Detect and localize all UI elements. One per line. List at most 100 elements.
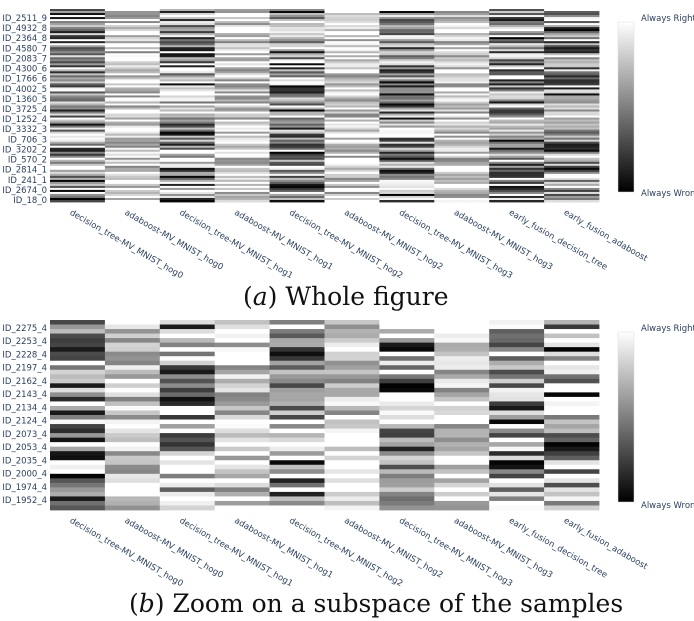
heatmap-cell [324, 53, 380, 56]
heatmap-cell [324, 91, 380, 94]
heatmap-cell [50, 41, 106, 44]
heatmap-cell [434, 175, 490, 179]
heatmap-cell [489, 43, 545, 46]
heatmap-cell [214, 81, 270, 84]
heatmap-cell [50, 111, 106, 114]
heatmap-cell [379, 109, 435, 112]
heatmap-cell [269, 89, 325, 92]
heatmap-cell [104, 197, 161, 201]
heatmap-cell [434, 89, 490, 92]
heatmap-cell [489, 169, 545, 173]
heatmap-cell [434, 415, 490, 420]
heatmap-cell [104, 121, 161, 124]
heatmap-cell [434, 473, 490, 479]
heatmap-cell [489, 500, 545, 506]
heatmap-cell [104, 11, 161, 14]
heatmap-cell [104, 141, 161, 145]
heatmap-cell [104, 360, 161, 366]
heatmap-cell [324, 378, 380, 384]
heatmap-cell [269, 129, 325, 133]
heatmap-cell [50, 109, 106, 112]
heatmap-cell [214, 181, 270, 185]
heatmap-cell [50, 75, 106, 78]
heatmap-cell [434, 21, 490, 24]
heatmap-cell [324, 83, 380, 86]
heatmap-cell [50, 125, 106, 129]
heatmap-cell [214, 29, 270, 32]
heatmap-cell [104, 131, 161, 135]
heatmap-cell [104, 109, 161, 112]
sample-label: ID_2275_4 [2, 324, 47, 334]
heatmap-cell [489, 29, 545, 32]
classifier-label: adaboost-MV_MNIST_hog3 [452, 208, 554, 273]
heatmap-cell [379, 451, 435, 457]
heatmap-cell [434, 387, 490, 393]
heatmap-cell [324, 125, 380, 129]
heatmap-cell [324, 183, 380, 187]
heatmap-cell [104, 25, 161, 28]
heatmap-cell [434, 167, 490, 171]
heatmap-cell [379, 67, 435, 70]
heatmap-cell [434, 356, 490, 362]
heatmap-cell [50, 31, 106, 34]
heatmap-cell [324, 383, 380, 389]
heatmap-cell [324, 419, 380, 425]
heatmap-cell [104, 199, 161, 203]
heatmap-cell [489, 197, 545, 201]
heatmap-cell [544, 433, 600, 439]
heatmap-cell [159, 342, 216, 348]
heatmap-cell [104, 500, 161, 506]
heatmap-cell [104, 105, 161, 108]
heatmap-cell [544, 95, 600, 98]
heatmap-cell [104, 405, 161, 411]
heatmap-cell [379, 491, 435, 497]
heatmap-cell [544, 121, 600, 124]
heatmap-cell [324, 59, 380, 62]
heatmap-cell [544, 113, 600, 116]
heatmap-cell [379, 17, 435, 20]
heatmap-cell [379, 342, 435, 348]
heatmap-cell [269, 35, 325, 38]
heatmap-cell [324, 55, 380, 58]
sample-label: ID_18_0 [13, 196, 47, 206]
heatmap-cell [50, 113, 106, 116]
heatmap-cell [104, 99, 161, 102]
heatmap-cell [324, 21, 380, 24]
heatmap-cell [489, 396, 545, 402]
heatmap-cell [214, 365, 270, 371]
heatmap-cell [104, 324, 161, 330]
heatmap-cell [379, 79, 435, 82]
heatmap-cell [544, 405, 600, 411]
heatmap-cell [104, 392, 161, 398]
heatmap-cell [379, 39, 435, 42]
heatmap-cell [159, 77, 216, 80]
heatmap-cell [269, 193, 325, 197]
heatmap-cell [379, 424, 435, 429]
heatmap-cell [434, 131, 490, 135]
heatmap-cell [214, 424, 270, 429]
sample-label: ID_3202_2 [2, 145, 47, 155]
heatmap-cell [104, 419, 161, 425]
heatmap-cell [324, 392, 380, 398]
heatmap-cell [50, 195, 106, 199]
heatmap-cell [544, 65, 600, 68]
heatmap-cell [214, 155, 270, 159]
heatmap-cell [379, 437, 435, 443]
heatmap-cell [379, 41, 435, 44]
heatmap-cell [434, 39, 490, 42]
heatmap-cell [104, 37, 161, 40]
heatmap-cell [214, 496, 270, 502]
heatmap-cell [489, 329, 545, 334]
heatmap-cell [269, 139, 325, 143]
heatmap-cell [324, 19, 380, 22]
heatmap-cell [50, 396, 106, 402]
heatmap-cell [544, 45, 600, 48]
heatmap-cell [159, 145, 216, 149]
heatmap-cell [104, 49, 161, 52]
heatmap-cell [104, 187, 161, 191]
heatmap-cell [489, 123, 545, 126]
heatmap-cell [324, 105, 380, 108]
heatmap-cell [489, 93, 545, 96]
heatmap-cell [544, 496, 600, 502]
heatmap-cell [159, 167, 216, 171]
